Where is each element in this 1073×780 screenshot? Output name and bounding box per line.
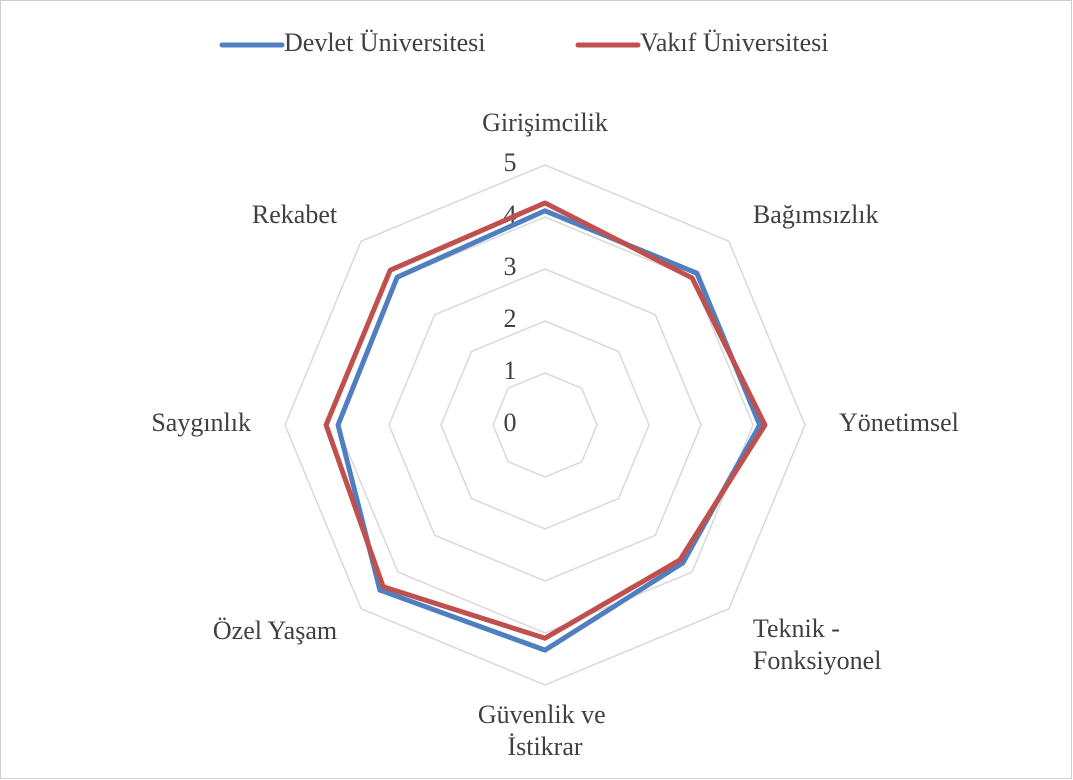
category-label: Güvenlik ve İstikrar bbox=[478, 700, 612, 761]
category-label: Yönetimsel bbox=[839, 408, 959, 437]
grid-ring bbox=[492, 372, 598, 478]
category-label: Girişimcilik bbox=[482, 108, 608, 137]
category-label: Özel Yaşam bbox=[213, 616, 337, 645]
category-label: Bağımsızlık bbox=[753, 200, 879, 229]
r-tick-label: 1 bbox=[504, 356, 517, 385]
r-tick-label: 5 bbox=[504, 148, 517, 177]
category-label: Teknik - Fonksiyonel bbox=[753, 614, 882, 675]
r-tick-label: 2 bbox=[504, 304, 517, 333]
category-label: Rekabet bbox=[252, 200, 338, 229]
r-tick-label: 0 bbox=[504, 408, 517, 437]
grid-ring bbox=[284, 164, 806, 686]
legend-label: Devlet Üniversitesi bbox=[284, 28, 485, 57]
grid-ring bbox=[440, 320, 650, 530]
grid-ring bbox=[388, 268, 702, 582]
legend-label: Vakıf Üniversitesi bbox=[640, 28, 828, 57]
category-label: Saygınlık bbox=[151, 408, 251, 437]
series-line bbox=[335, 208, 763, 653]
r-tick-label: 3 bbox=[504, 252, 517, 281]
series-line bbox=[323, 200, 768, 641]
